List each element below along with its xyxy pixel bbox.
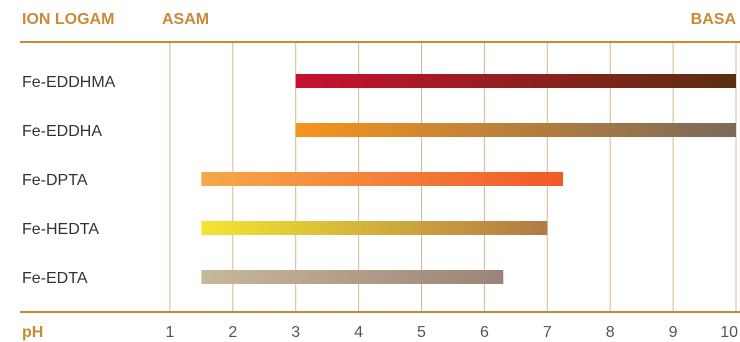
header-base: BASA (691, 11, 737, 28)
category-label-fe-edta: Fe-EDTA (22, 270, 88, 287)
x-axis-label: pH (22, 324, 43, 341)
tick-label-ph-4: 4 (354, 324, 363, 341)
range-bar-fe-eddhma (295, 74, 736, 88)
tick-label-ph-5: 5 (417, 324, 426, 341)
axis-layer (20, 41, 740, 313)
tick-label-ph-9: 9 (669, 324, 678, 341)
tick-label-ph-10: 10 (720, 324, 738, 341)
category-label-fe-eddha: Fe-EDDHA (22, 123, 102, 140)
tick-label-ph-8: 8 (606, 324, 615, 341)
tick-label-ph-3: 3 (291, 324, 300, 341)
range-bar-fe-edta (201, 270, 504, 284)
tick-label-ph-1: 1 (165, 324, 174, 341)
category-label-fe-hedta: Fe-HEDTA (22, 221, 99, 238)
tick-label-layer: 1 2 3 4 5 6 7 8 9 10 (165, 324, 738, 341)
tick-label-ph-2: 2 (228, 324, 237, 341)
category-label-fe-dpta: Fe-DPTA (22, 172, 88, 189)
category-label-layer: Fe-EDDHMA Fe-EDDHA Fe-DPTA Fe-HEDTA Fe-EDTA (22, 74, 116, 287)
range-bar-fe-hedta (201, 221, 548, 235)
range-bar-fe-dpta (201, 172, 564, 186)
header-acid: ASAM (162, 11, 209, 28)
tick-label-ph-6: 6 (480, 324, 489, 341)
category-label-fe-eddhma: Fe-EDDHMA (22, 74, 116, 91)
bar-layer (201, 74, 736, 284)
header-ion-logam: ION LOGAM (22, 11, 114, 28)
tick-label-ph-7: 7 (543, 324, 552, 341)
range-bar-fe-eddha (295, 123, 736, 137)
